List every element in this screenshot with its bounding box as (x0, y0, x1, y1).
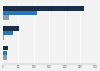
Bar (3, 35, 4, 40)
Bar (3, 6, 84, 11)
Bar (3, 46, 8, 50)
Bar (3, 26, 19, 31)
Bar (3, 55, 7, 60)
Bar (3, 15, 9, 20)
Bar (3, 51, 7, 55)
Bar (3, 31, 13, 35)
Bar (3, 11, 36, 15)
